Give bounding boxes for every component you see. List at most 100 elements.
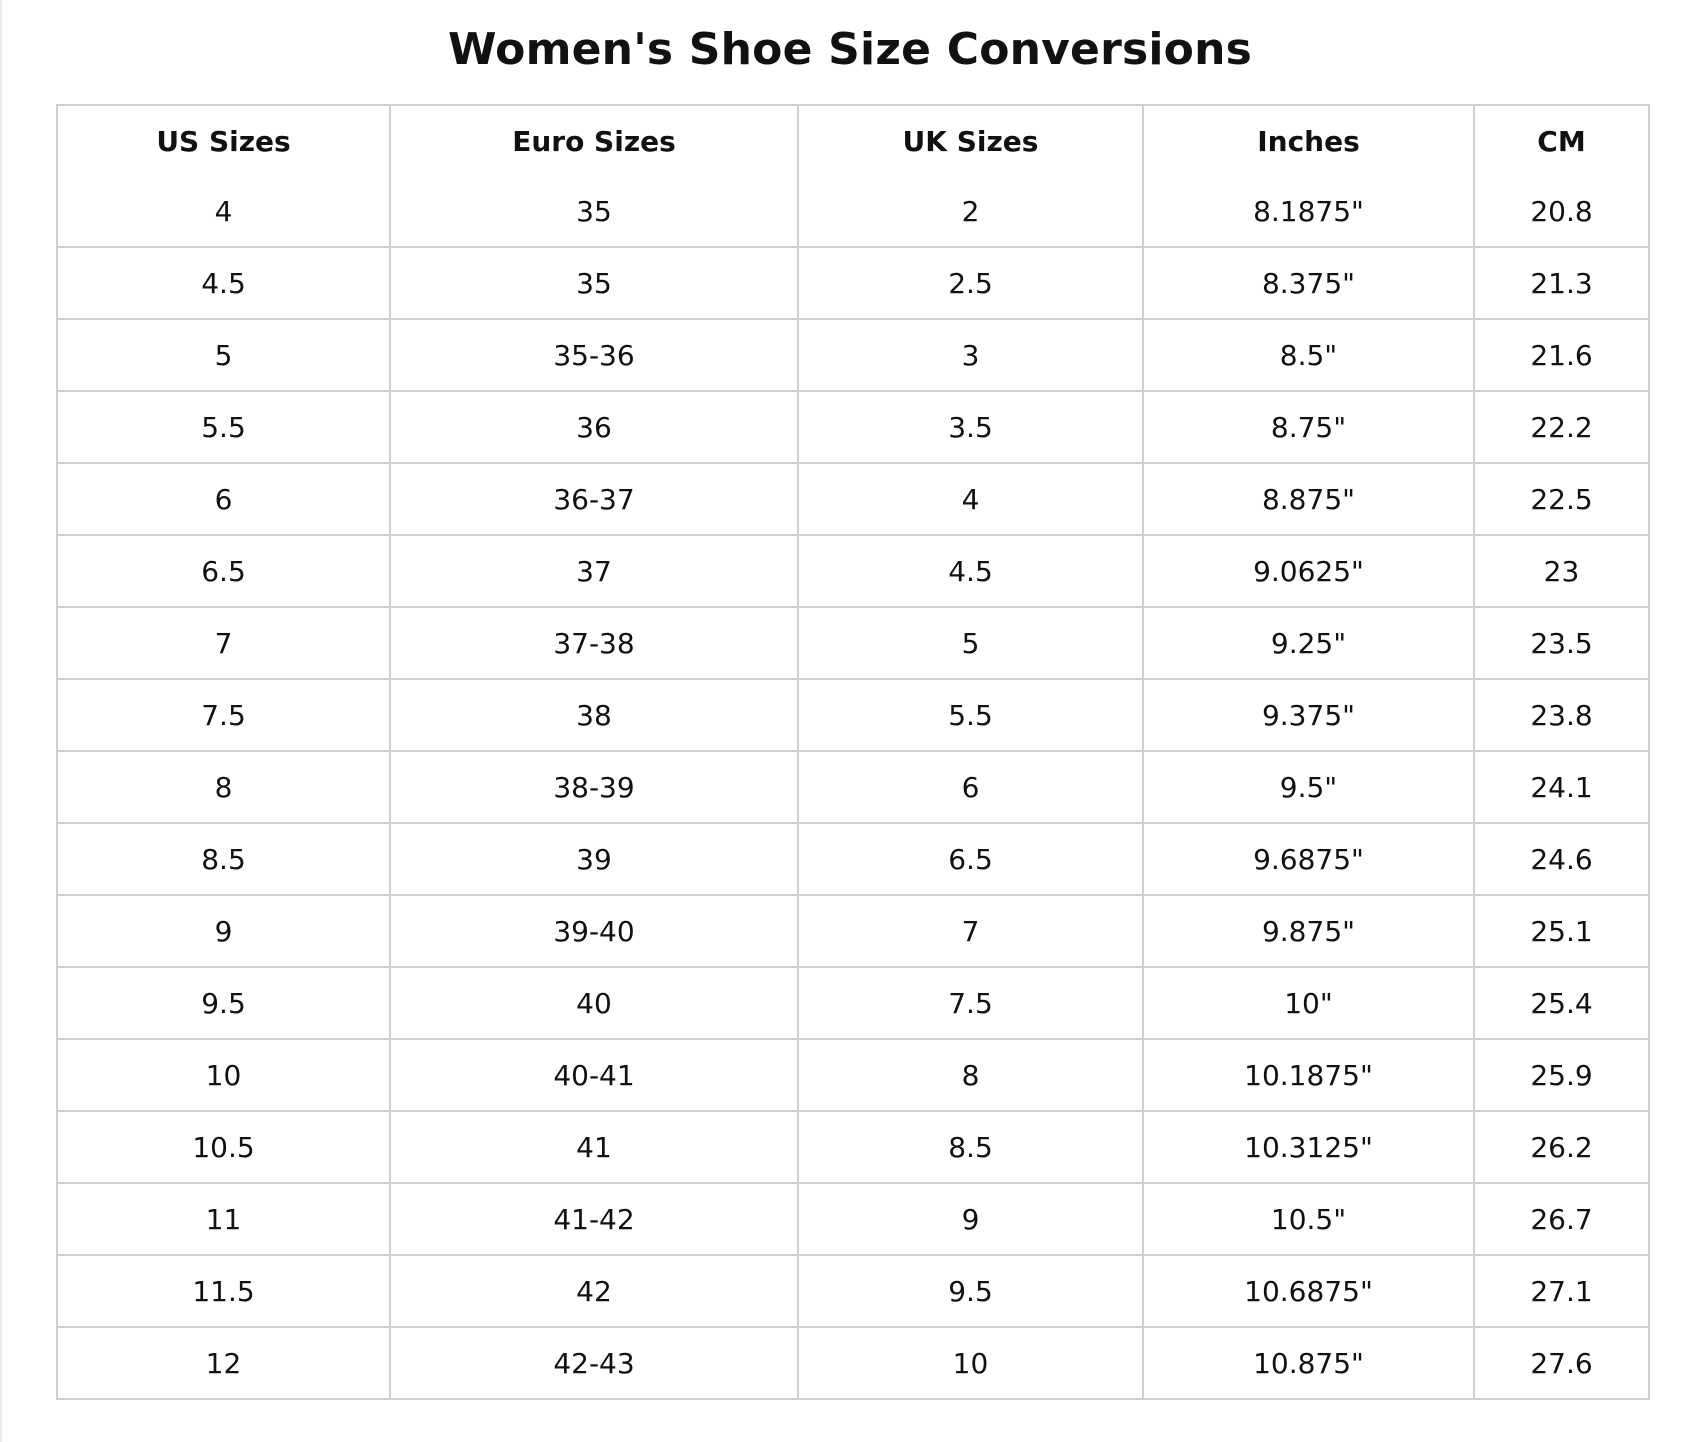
us-size-cell: 9.5 [56,966,391,1040]
cm-cell: 26.2 [1473,1110,1650,1184]
inches-cell: 9.375" [1142,678,1475,752]
cm-cell: 22.2 [1473,390,1650,464]
inches-cell: 10" [1142,966,1475,1040]
uk-size-cell: 3 [797,318,1144,392]
cm-cell: 25.1 [1473,894,1650,968]
euro-size-cell: 36 [389,390,799,464]
table-body: 4 35 2 8.1875" 20.8 4.5 35 2.5 8.375" 21.3 5 35-36 3… [56,176,1650,1400]
inches-cell: 8.1875" [1142,176,1475,248]
size-conversion-table: US Sizes Euro Sizes UK Sizes Inches CM 4… [56,104,1650,1400]
us-size-cell: 6.5 [56,534,391,608]
column-header-us-sizes: US Sizes [56,104,391,176]
uk-size-cell: 10 [797,1326,1144,1400]
euro-size-cell: 42-43 [389,1326,799,1400]
cm-cell: 24.1 [1473,750,1650,824]
uk-size-cell: 4 [797,462,1144,536]
table-row: 11 41-42 9 10.5" 26.7 [56,1182,1650,1256]
table-row: 8 38-39 6 9.5" 24.1 [56,750,1650,824]
us-size-cell: 5 [56,318,391,392]
inches-cell: 9.0625" [1142,534,1475,608]
us-size-cell: 6 [56,462,391,536]
uk-size-cell: 2 [797,176,1144,248]
table-header: US Sizes Euro Sizes UK Sizes Inches CM [56,104,1650,176]
column-header-cm: CM [1473,104,1650,176]
uk-size-cell: 8.5 [797,1110,1144,1184]
euro-size-cell: 40 [389,966,799,1040]
us-size-cell: 9 [56,894,391,968]
euro-size-cell: 41-42 [389,1182,799,1256]
table-row: 10 40-41 8 10.1875" 25.9 [56,1038,1650,1112]
us-size-cell: 11.5 [56,1254,391,1328]
euro-size-cell: 38 [389,678,799,752]
euro-size-cell: 35 [389,246,799,320]
column-header-euro-sizes: Euro Sizes [389,104,799,176]
header-row: US Sizes Euro Sizes UK Sizes Inches CM [56,104,1650,176]
euro-size-cell: 38-39 [389,750,799,824]
uk-size-cell: 4.5 [797,534,1144,608]
inches-cell: 8.375" [1142,246,1475,320]
inches-cell: 9.875" [1142,894,1475,968]
cm-cell: 25.4 [1473,966,1650,1040]
us-size-cell: 7.5 [56,678,391,752]
euro-size-cell: 37-38 [389,606,799,680]
inches-cell: 10.6875" [1142,1254,1475,1328]
uk-size-cell: 2.5 [797,246,1144,320]
uk-size-cell: 8 [797,1038,1144,1112]
uk-size-cell: 5.5 [797,678,1144,752]
table-row: 7 37-38 5 9.25" 23.5 [56,606,1650,680]
column-header-inches: Inches [1142,104,1475,176]
inches-cell: 9.5" [1142,750,1475,824]
euro-size-cell: 36-37 [389,462,799,536]
inches-cell: 10.5" [1142,1182,1475,1256]
us-size-cell: 11 [56,1182,391,1256]
table-row: 5.5 36 3.5 8.75" 22.2 [56,390,1650,464]
cm-cell: 27.6 [1473,1326,1650,1400]
table-row: 9 39-40 7 9.875" 25.1 [56,894,1650,968]
cm-cell: 26.7 [1473,1182,1650,1256]
cm-cell: 25.9 [1473,1038,1650,1112]
table-row: 4 35 2 8.1875" 20.8 [56,176,1650,248]
euro-size-cell: 39-40 [389,894,799,968]
table-row: 12 42-43 10 10.875" 27.6 [56,1326,1650,1400]
us-size-cell: 4 [56,176,391,248]
table-row: 4.5 35 2.5 8.375" 21.3 [56,246,1650,320]
cm-cell: 23 [1473,534,1650,608]
uk-size-cell: 7 [797,894,1144,968]
cm-cell: 23.8 [1473,678,1650,752]
table-row: 6 36-37 4 8.875" 22.5 [56,462,1650,536]
page-title: Women's Shoe Size Conversions [447,24,1252,75]
euro-size-cell: 35-36 [389,318,799,392]
euro-size-cell: 40-41 [389,1038,799,1112]
inches-cell: 8.875" [1142,462,1475,536]
euro-size-cell: 41 [389,1110,799,1184]
table-row: 11.5 42 9.5 10.6875" 27.1 [56,1254,1650,1328]
euro-size-cell: 37 [389,534,799,608]
inches-cell: 10.875" [1142,1326,1475,1400]
cm-cell: 27.1 [1473,1254,1650,1328]
us-size-cell: 10.5 [56,1110,391,1184]
uk-size-cell: 7.5 [797,966,1144,1040]
us-size-cell: 7 [56,606,391,680]
euro-size-cell: 42 [389,1254,799,1328]
cm-cell: 23.5 [1473,606,1650,680]
us-size-cell: 8.5 [56,822,391,896]
inches-cell: 8.5" [1142,318,1475,392]
euro-size-cell: 39 [389,822,799,896]
table-row: 10.5 41 8.5 10.3125" 26.2 [56,1110,1650,1184]
inches-cell: 9.6875" [1142,822,1475,896]
cm-cell: 24.6 [1473,822,1650,896]
us-size-cell: 8 [56,750,391,824]
uk-size-cell: 6.5 [797,822,1144,896]
uk-size-cell: 6 [797,750,1144,824]
cm-cell: 21.6 [1473,318,1650,392]
inches-cell: 8.75" [1142,390,1475,464]
cm-cell: 20.8 [1473,176,1650,248]
uk-size-cell: 3.5 [797,390,1144,464]
us-size-cell: 12 [56,1326,391,1400]
us-size-cell: 5.5 [56,390,391,464]
uk-size-cell: 9 [797,1182,1144,1256]
page-edge-divider [0,0,2,1442]
euro-size-cell: 35 [389,176,799,248]
uk-size-cell: 5 [797,606,1144,680]
table-row: 8.5 39 6.5 9.6875" 24.6 [56,822,1650,896]
